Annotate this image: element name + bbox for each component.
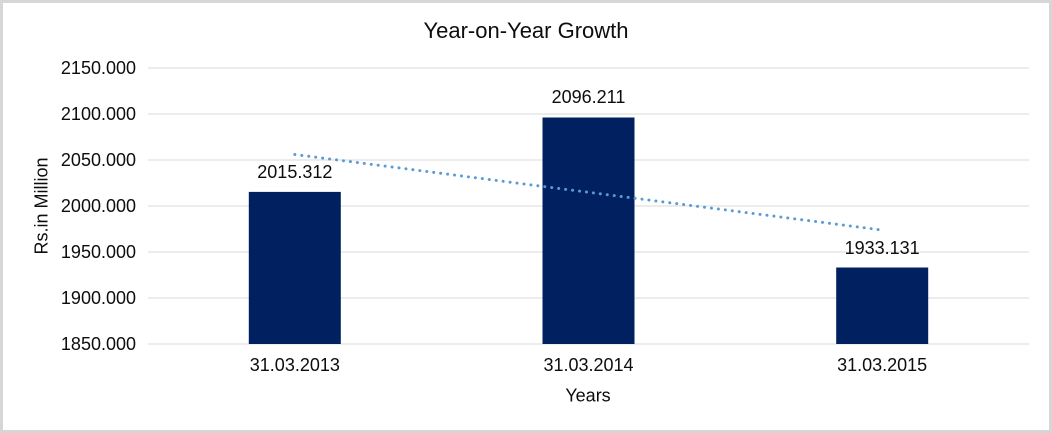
y-tick-label: 2000.000	[60, 196, 136, 216]
x-tick-label: 31.03.2014	[543, 355, 634, 375]
bar-31.03.2013	[248, 191, 341, 344]
bar-data-label: 1933.131	[844, 237, 920, 258]
bar-31.03.2015	[836, 267, 929, 344]
y-tick-label: 2150.000	[60, 58, 136, 78]
x-tick-label: 31.03.2013	[249, 355, 340, 375]
y-tick-label: 2050.000	[60, 150, 136, 170]
y-tick-label: 1950.000	[60, 242, 136, 262]
y-tick-label: 2100.000	[60, 104, 136, 124]
y-tick-label: 1900.000	[60, 288, 136, 308]
x-axis-title: Years	[565, 385, 611, 406]
bar-data-label: 2015.312	[257, 161, 333, 182]
bar-data-label: 2096.211	[551, 87, 626, 108]
y-tick-label: 1850.000	[60, 334, 136, 354]
bar-31.03.2014	[542, 117, 635, 344]
trendline	[293, 153, 884, 232]
chart-title: Year-on-Year Growth	[423, 18, 629, 43]
x-tick-label: 31.03.2015	[837, 355, 928, 375]
